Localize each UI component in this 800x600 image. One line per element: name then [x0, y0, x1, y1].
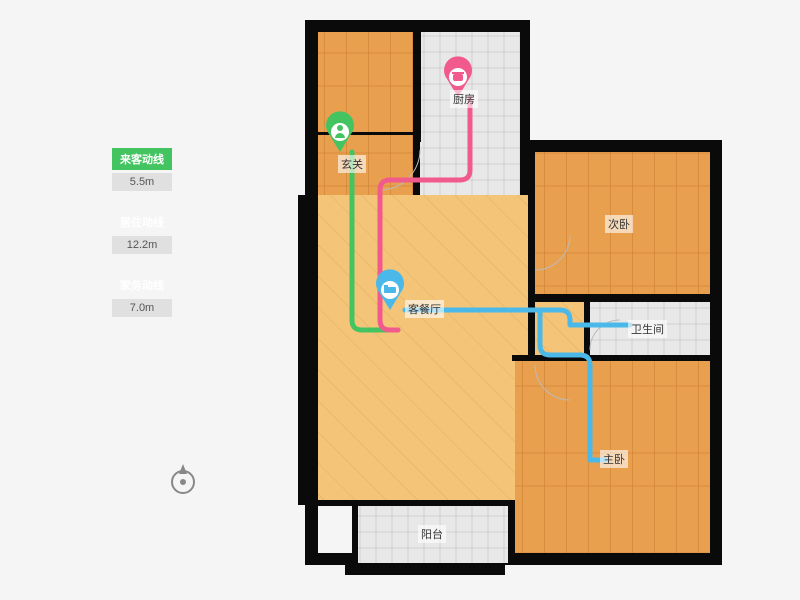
label-bathroom: 卫生间 — [628, 320, 667, 338]
room-living-ext — [318, 500, 356, 553]
legend-value-chores: 7.0m — [112, 299, 172, 317]
label-balcony: 阳台 — [418, 525, 446, 543]
legend-label-chores: 家务动线 — [112, 274, 172, 296]
compass-icon — [165, 460, 201, 496]
legend-item-living: 居住动线 12.2m — [112, 211, 172, 254]
legend-value-guest: 5.5m — [112, 173, 172, 191]
legend-label-living: 居住动线 — [112, 211, 172, 233]
floorplan: 厨房 玄关 次卧 客餐厅 卫生间 主卧 阳台 — [280, 20, 730, 580]
legend-value-living: 12.2m — [112, 236, 172, 254]
legend: 来客动线 5.5m 居住动线 12.2m 家务动线 7.0m — [112, 148, 172, 337]
legend-label-guest: 来客动线 — [112, 148, 172, 170]
label-bedroom1: 主卧 — [600, 450, 628, 468]
label-entrance: 玄关 — [338, 155, 366, 173]
label-living: 客餐厅 — [405, 300, 444, 318]
label-bedroom2: 次卧 — [605, 215, 633, 233]
legend-item-chores: 家务动线 7.0m — [112, 274, 172, 317]
legend-item-guest: 来客动线 5.5m — [112, 148, 172, 191]
label-kitchen: 厨房 — [450, 90, 478, 108]
